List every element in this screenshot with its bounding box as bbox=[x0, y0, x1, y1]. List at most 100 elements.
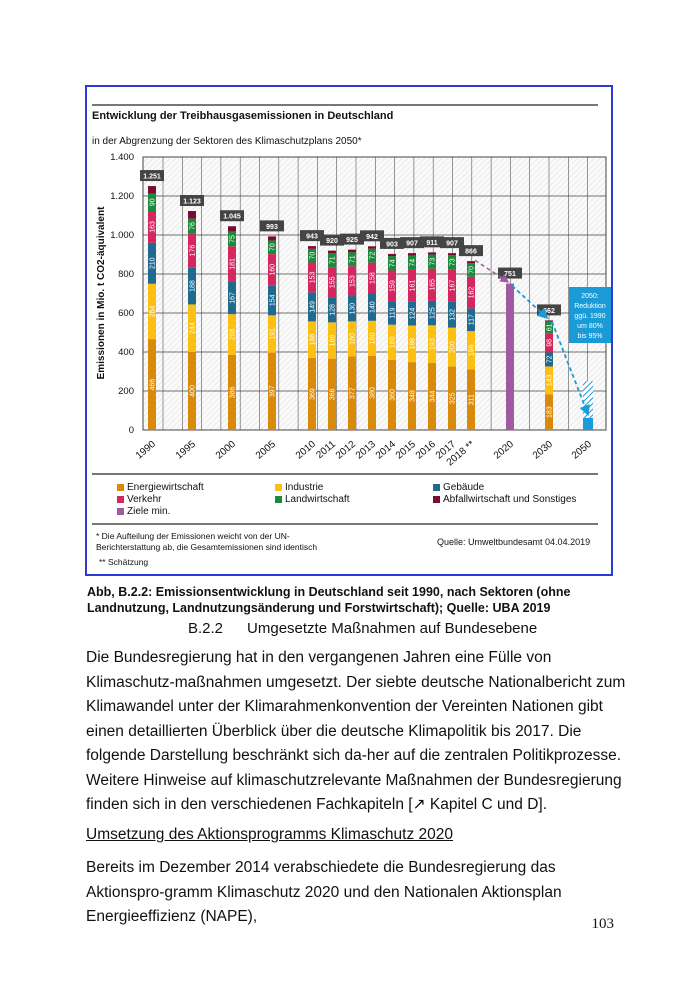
y-tick-label: 1.000 bbox=[110, 230, 134, 241]
legend-swatch bbox=[275, 484, 282, 491]
bar-segment bbox=[368, 320, 376, 356]
bar-value-label: 369 bbox=[310, 388, 317, 400]
total-box bbox=[498, 267, 522, 279]
chart-subtitle: in der Abgrenzung der Sektoren des Klima… bbox=[92, 136, 362, 147]
bar-segment bbox=[467, 331, 475, 370]
bar-value-label: 176 bbox=[190, 245, 197, 257]
bar-segment bbox=[228, 246, 236, 282]
bar-segment bbox=[188, 211, 196, 219]
total-label: 1.123 bbox=[183, 199, 201, 206]
bar-segment bbox=[188, 233, 196, 268]
bar-segment bbox=[428, 268, 436, 301]
bar-value-label: 466 bbox=[150, 379, 157, 391]
divider bbox=[92, 104, 598, 106]
bar-segment bbox=[448, 327, 456, 367]
bar-segment bbox=[408, 253, 416, 256]
bar-value-label: 71 bbox=[330, 256, 337, 264]
x-tick-label: 2013 bbox=[354, 439, 378, 462]
total-label: 943 bbox=[306, 234, 318, 241]
divider bbox=[92, 473, 598, 475]
figure-frame bbox=[85, 85, 613, 576]
total-box bbox=[380, 237, 404, 249]
x-tick-label: 2016 bbox=[414, 439, 438, 462]
bar-value-label: 284 bbox=[150, 305, 157, 317]
total-label: 942 bbox=[366, 234, 378, 241]
bar-value-label: 191 bbox=[270, 328, 277, 340]
bar-value-label: 348 bbox=[410, 390, 417, 402]
bar-segment bbox=[448, 255, 456, 270]
bar-segment bbox=[268, 254, 276, 286]
bar-value-label: 186 bbox=[330, 335, 337, 347]
bar-segment bbox=[188, 267, 196, 305]
bar-value-label: 125 bbox=[430, 307, 437, 319]
x-tick-label: 2005 bbox=[254, 439, 278, 462]
total-box bbox=[260, 220, 284, 232]
bar-segment bbox=[408, 301, 416, 326]
bar-value-label: 71 bbox=[350, 255, 357, 263]
x-tick-label: 2012 bbox=[334, 439, 358, 462]
bar-segment bbox=[368, 262, 376, 294]
bar-segment bbox=[328, 322, 336, 359]
bar-segment bbox=[388, 270, 396, 302]
total-label: 925 bbox=[346, 237, 358, 244]
legend-swatch bbox=[117, 508, 124, 515]
bar-value-label: 208 bbox=[230, 329, 237, 341]
legend-swatch bbox=[275, 496, 282, 503]
bar-segment bbox=[448, 253, 456, 256]
bar-value-label: 325 bbox=[450, 392, 457, 404]
bar-segment bbox=[467, 261, 475, 264]
x-tick-label: 1995 bbox=[174, 439, 198, 462]
bar-segment bbox=[448, 366, 456, 430]
bar-segment bbox=[388, 253, 396, 257]
bar-value-label: 196 bbox=[469, 344, 476, 356]
bar-segment bbox=[348, 321, 356, 357]
bar-value-label: 128 bbox=[330, 304, 337, 316]
bar-segment bbox=[228, 354, 236, 430]
divider bbox=[92, 523, 598, 525]
bar-value-label: 61 bbox=[547, 323, 554, 331]
target-range-2050 bbox=[583, 381, 593, 418]
bar-value-label: 153 bbox=[310, 271, 317, 283]
bar-segment bbox=[388, 301, 396, 325]
bar-value-label: 360 bbox=[390, 389, 397, 401]
bar-segment bbox=[545, 333, 553, 353]
bar-segment bbox=[388, 324, 396, 360]
bar-value-label: 73 bbox=[430, 258, 437, 266]
x-tick-label: 2030 bbox=[531, 439, 555, 462]
bar-value-label: 98 bbox=[547, 339, 554, 347]
bar-segment bbox=[467, 276, 475, 309]
bar-value-label: 143 bbox=[547, 374, 554, 386]
figure-caption: Abb, B.2.2: Emissionsentwicklung in Deut… bbox=[87, 585, 571, 615]
bar-value-label: 132 bbox=[450, 309, 457, 321]
bar-segment bbox=[328, 267, 336, 298]
legend-label: Verkehr bbox=[127, 494, 162, 505]
x-tick-label: 2050 bbox=[570, 439, 594, 462]
total-label: 903 bbox=[386, 241, 398, 248]
total-box bbox=[459, 245, 483, 257]
bar-value-label: 161 bbox=[410, 280, 417, 292]
footnote-estimate: ** Schätzung bbox=[99, 557, 149, 567]
total-box bbox=[180, 195, 204, 207]
legend-label: Energiewirtschaft bbox=[127, 482, 204, 493]
bar-segment bbox=[368, 248, 376, 263]
bar-segment bbox=[467, 263, 475, 277]
bar-segment bbox=[148, 186, 156, 194]
y-tick-label: 800 bbox=[118, 269, 134, 280]
bar-value-label: 124 bbox=[410, 307, 417, 319]
total-box bbox=[360, 230, 384, 242]
total-box bbox=[440, 237, 464, 249]
legend-item: Abfallwirtschaft und Sonstiges bbox=[433, 494, 576, 505]
bar-segment bbox=[188, 218, 196, 234]
bar-segment bbox=[408, 255, 416, 270]
legend-swatch bbox=[117, 484, 124, 491]
bar-value-label: 188 bbox=[410, 338, 417, 350]
bar-segment bbox=[368, 246, 376, 249]
total-label: 1.251 bbox=[143, 174, 161, 181]
y-tick-label: 0 bbox=[129, 425, 134, 436]
bar-segment bbox=[545, 394, 553, 430]
legend-label: Abfallwirtschaft und Sonstiges bbox=[443, 494, 577, 505]
x-tick-label: 2014 bbox=[374, 439, 398, 462]
total-label: 907 bbox=[446, 241, 458, 248]
page-number: 103 bbox=[591, 916, 615, 932]
bar-value-label: 377 bbox=[350, 387, 357, 399]
